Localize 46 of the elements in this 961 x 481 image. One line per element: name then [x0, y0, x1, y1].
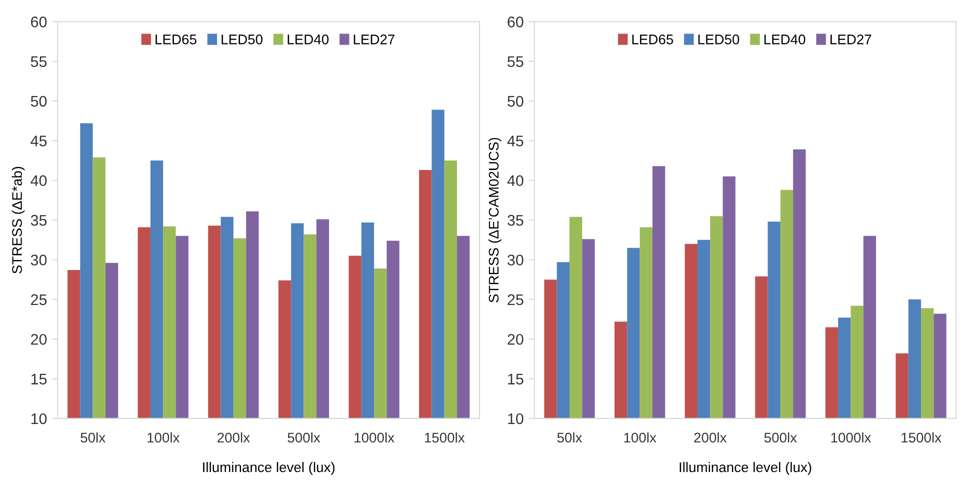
- y-tick-label: 40: [507, 175, 524, 186]
- x-tick-label: 100lx: [624, 432, 656, 443]
- x-axis-title: Illuminance level (lux): [680, 462, 812, 475]
- y-tick-label: 50: [508, 96, 524, 107]
- y-tick-label: 45: [507, 136, 524, 146]
- legend-label: LED27: [354, 34, 394, 44]
- y-axis-title: STRESS (ΔE’CAM02UCS): [488, 138, 502, 302]
- x-tick-label: 1000lx: [831, 432, 872, 443]
- y-tick-label: 25: [508, 294, 524, 306]
- legend-label: LED65: [632, 34, 674, 44]
- y-tick-label: 15: [508, 374, 524, 384]
- x-tick-label: 500lx: [764, 432, 797, 443]
- x-tick-label: 100lx: [148, 432, 180, 443]
- y-tick-label: 25: [31, 294, 47, 306]
- y-tick-label: 45: [30, 136, 47, 146]
- x-tick-label: 1500lx: [424, 432, 465, 443]
- legend-label: LED50: [698, 34, 740, 44]
- y-tick-label: 50: [30, 96, 47, 107]
- x-tick-label: 200lx: [694, 432, 727, 443]
- x-tick-label: 200lx: [218, 432, 250, 443]
- y-tick-label: 60: [31, 16, 47, 28]
- x-tick-label: 50lx: [557, 432, 582, 443]
- legend-label: LED65: [156, 34, 196, 44]
- y-tick-label: 20: [508, 334, 524, 345]
- y-tick-label: 30: [508, 254, 524, 266]
- legend-label: LED27: [830, 34, 872, 44]
- y-tick-label: 60: [508, 16, 524, 28]
- y-tick-label: 55: [30, 56, 47, 68]
- x-tick-label: 500lx: [288, 432, 320, 443]
- y-tick-label: 10: [31, 413, 47, 424]
- y-tick-label: 40: [30, 175, 47, 186]
- y-tick-label: 10: [508, 413, 524, 424]
- y-tick-label: 35: [508, 214, 524, 226]
- x-axis-title: Illuminance level (lux): [203, 462, 334, 475]
- y-tick-label: 35: [30, 214, 47, 226]
- y-tick-label: 30: [30, 254, 47, 266]
- y-tick-label: 15: [31, 374, 47, 384]
- x-tick-label: 1500lx: [902, 432, 942, 443]
- y-tick-label: 20: [31, 334, 47, 345]
- legend-label: LED50: [222, 34, 262, 44]
- legend-label: LED40: [764, 34, 806, 44]
- y-axis-title: STRESS (ΔE*ab): [12, 166, 25, 274]
- x-tick-label: 50lx: [80, 432, 106, 443]
- y-tick-label: 55: [508, 56, 524, 68]
- x-tick-label: 1000lx: [354, 432, 394, 443]
- legend-label: LED40: [288, 34, 329, 44]
